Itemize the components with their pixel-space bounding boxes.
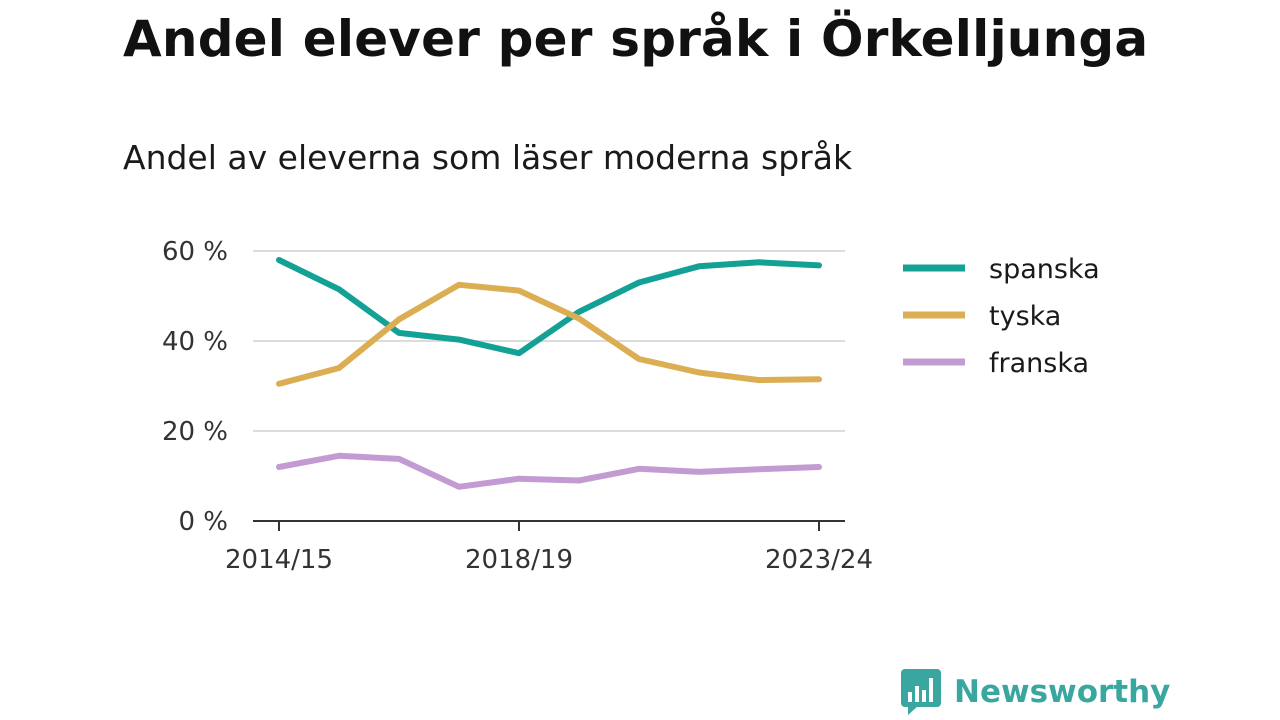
chart-title: Andel elever per språk i Örkelljunga xyxy=(123,10,1149,68)
y-tick-label: 0 % xyxy=(178,507,228,537)
x-tick-label: 2014/15 xyxy=(225,545,333,575)
legend-label-franska: franska xyxy=(989,348,1089,379)
legend-label-spanska: spanska xyxy=(989,254,1100,285)
x-tick-label: 2018/19 xyxy=(465,545,573,575)
y-tick-label: 40 % xyxy=(162,327,228,357)
brand-name: Newsworthy xyxy=(954,674,1171,710)
legend-label-tyska: tyska xyxy=(989,301,1061,332)
brand: Newsworthy xyxy=(900,668,1170,716)
y-tick-label: 20 % xyxy=(162,417,228,447)
series-line-franska xyxy=(276,452,822,490)
newsworthy-logo-icon xyxy=(901,669,941,715)
chart-subtitle: Andel av eleverna som läser moderna språ… xyxy=(123,138,853,177)
y-tick-label: 60 % xyxy=(162,237,228,267)
series-line-spanska xyxy=(276,257,822,357)
x-tick-label: 2023/24 xyxy=(765,545,873,575)
series-line-tyska xyxy=(276,281,822,387)
